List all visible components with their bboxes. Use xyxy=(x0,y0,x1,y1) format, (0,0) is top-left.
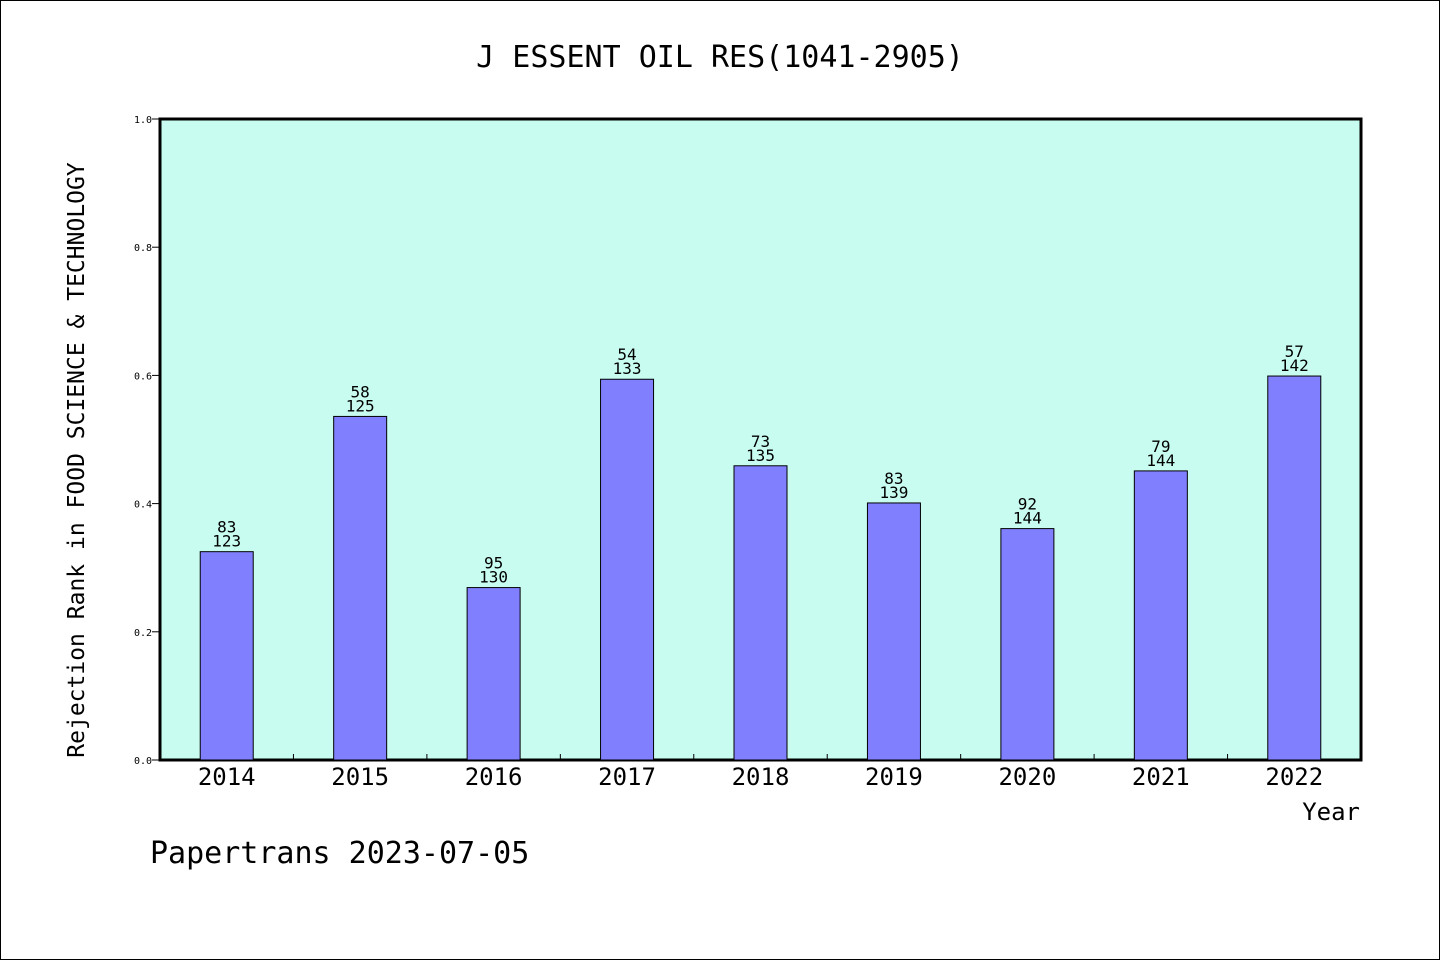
x-tick-label: 2017 xyxy=(598,763,656,791)
bar-total-label: 135 xyxy=(746,446,775,465)
bar-2016 xyxy=(466,587,521,761)
bar-total-label: 144 xyxy=(1146,451,1175,470)
x-axis: 2014 2015 2016 2017 2018 2019 2020 2021 2022 xyxy=(198,754,1323,791)
bar-rank-label: 92 xyxy=(1018,495,1037,514)
y-tick-label: 0.2 xyxy=(134,628,152,639)
bar-rank-label: 79 xyxy=(1151,437,1170,456)
y-tick-label: 1.0 xyxy=(134,115,152,126)
y-axis: 0.0 0.2 0.4 0.6 0.8 1.0 xyxy=(134,115,160,767)
y-tick-label: 0.6 xyxy=(134,371,152,382)
y-tick-label: 0.4 xyxy=(134,500,152,511)
x-tick-label: 2018 xyxy=(732,763,790,791)
y-tick-label: 0.8 xyxy=(134,243,152,254)
bar-2021 xyxy=(1133,470,1188,761)
bar-2017 xyxy=(600,378,655,761)
bar-rank-label: 83 xyxy=(884,469,903,488)
bar-total-label: 130 xyxy=(479,568,508,587)
bar-total-label: 139 xyxy=(879,483,908,502)
x-tick-label: 2022 xyxy=(1265,763,1323,791)
bar-rank-label: 54 xyxy=(617,345,636,364)
bar-2018 xyxy=(733,465,788,761)
bar-rank-label: 58 xyxy=(351,382,370,401)
x-axis-label: Year xyxy=(1302,798,1360,826)
x-tick-label: 2020 xyxy=(998,763,1056,791)
bar-total-label: 123 xyxy=(212,532,241,551)
bar-rank-label: 57 xyxy=(1285,342,1304,361)
y-axis-label: Rejection Rank in FOOD SCIENCE & TECHNOL… xyxy=(64,162,90,758)
bar-rank-label: 83 xyxy=(217,518,236,537)
bars-group: 8312358125951305413373135831399214479144… xyxy=(199,342,1322,761)
bar-2022 xyxy=(1267,375,1322,761)
bar-2014 xyxy=(199,551,254,761)
bar-rank-label: 73 xyxy=(751,432,770,451)
bar-2015 xyxy=(333,415,388,761)
bar-2020 xyxy=(1000,528,1055,761)
x-tick-label: 2014 xyxy=(198,763,256,791)
chart-title: J ESSENT OIL RES(1041-2905) xyxy=(476,40,964,75)
y-tick-label: 0.0 xyxy=(134,756,152,767)
x-tick-label: 2015 xyxy=(331,763,389,791)
bar-total-label: 125 xyxy=(346,396,375,415)
x-tick-label: 2016 xyxy=(465,763,523,791)
bar-rank-label: 95 xyxy=(484,554,503,573)
bar-total-label: 133 xyxy=(613,359,642,378)
bar-total-label: 144 xyxy=(1013,509,1042,528)
bar-2019 xyxy=(866,502,921,761)
x-tick-label: 2021 xyxy=(1132,763,1190,791)
bar-total-label: 142 xyxy=(1280,356,1309,375)
x-tick-label: 2019 xyxy=(865,763,923,791)
footer-text: Papertrans 2023-07-05 xyxy=(150,836,529,871)
